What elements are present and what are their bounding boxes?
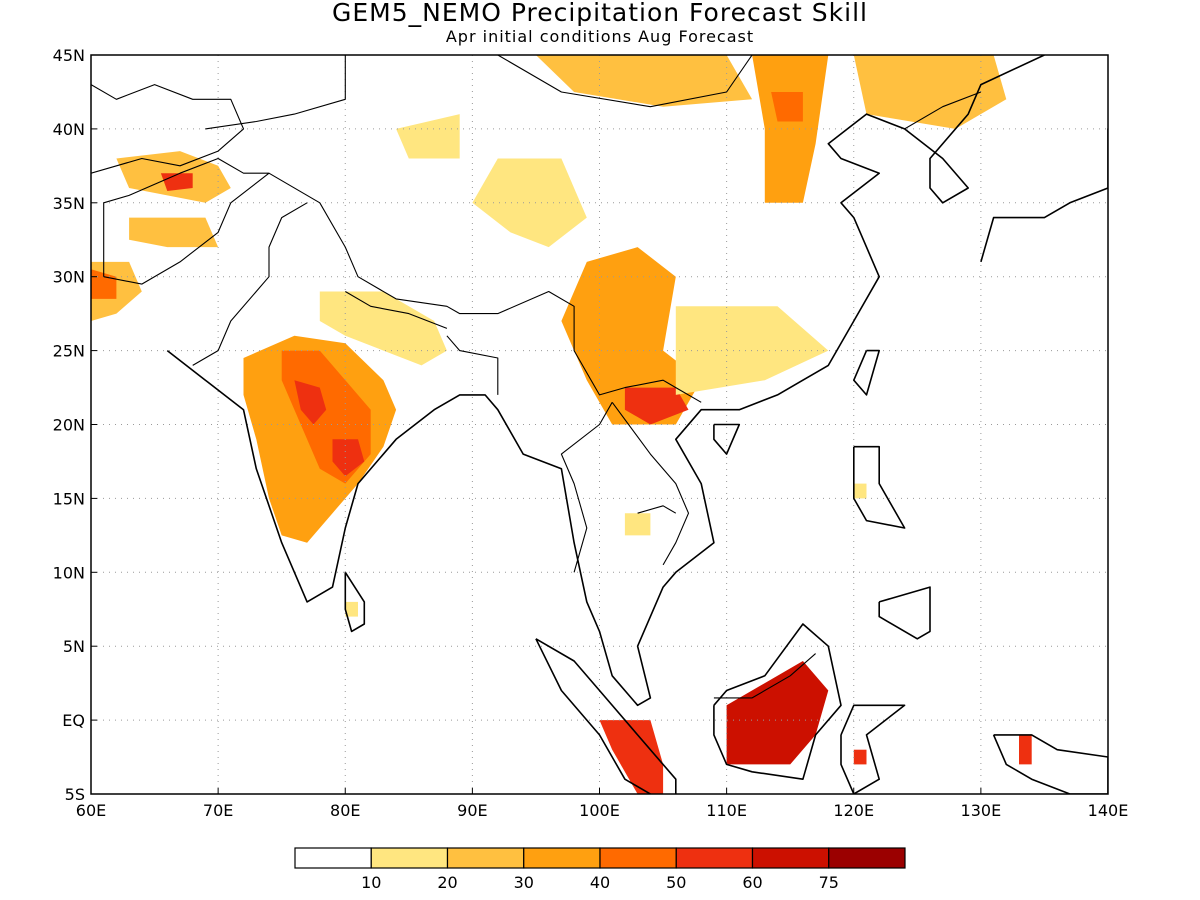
region-yunnan [561, 247, 702, 425]
colorbar-swatch [370, 847, 449, 869]
region-india-peak-2 [332, 439, 365, 477]
x-tick-label: 130E [961, 801, 1002, 820]
x-tick-label: 100E [579, 801, 620, 820]
colorbar-label: 75 [819, 873, 839, 892]
y-axis: 45N 40N 35N 30N 25N 20N 15N 10N 5N EQ 5S [53, 46, 97, 804]
chart-subtitle: Apr initial conditions Aug Forecast [445, 27, 755, 46]
x-tick-label: 110E [706, 801, 747, 820]
border-central-asia [91, 84, 245, 174]
region-india-peak [294, 380, 327, 425]
region-north-china [752, 55, 829, 203]
y-tick-label: 30N [53, 268, 85, 287]
region-mongolia [535, 55, 753, 107]
colorbar-label: 20 [437, 873, 457, 892]
region-yunnan-peak [624, 387, 689, 425]
coastline-japan [980, 127, 1108, 263]
y-tick-label: 5S [65, 785, 85, 804]
region-indochina-patch [624, 513, 651, 536]
y-tick-label: 25N [53, 342, 85, 361]
y-tick-label: 35N [53, 194, 85, 213]
coastline-borneo [713, 623, 842, 781]
coastline-sulawesi [840, 704, 906, 794]
region-tibet-patch-1 [396, 114, 460, 159]
region-borneo [726, 661, 829, 765]
colorbar-label: 50 [666, 873, 686, 892]
colorbar-swatch [675, 847, 754, 869]
border-myanmar-thai [560, 402, 613, 573]
border-pakistan-india [192, 202, 308, 366]
colorbar-swatch [523, 847, 601, 869]
y-tick-label: EQ [62, 711, 85, 730]
y-tick-label: 15N [53, 489, 85, 508]
x-tick-label: 140E [1088, 801, 1129, 820]
colorbar-label: 10 [361, 873, 381, 892]
x-tick-label: 90E [457, 801, 487, 820]
region-new-guinea-patch [1019, 734, 1032, 765]
border-thai-cambodia [637, 505, 677, 514]
x-tick-label: 80E [330, 801, 360, 820]
coastline-hainan [713, 423, 741, 455]
region-south-china [675, 306, 829, 395]
region-luzon-patch [853, 483, 867, 499]
region-india-north [319, 291, 447, 366]
x-tick-label: 120E [833, 801, 874, 820]
region-manchuria [853, 55, 1007, 129]
region-sulawesi-patch [853, 749, 867, 765]
coastline-luzon [852, 445, 906, 529]
region-sumatra [599, 720, 664, 794]
colorbar-label: 40 [590, 873, 610, 892]
y-tick-label: 40N [53, 120, 85, 139]
border-china-south [268, 172, 702, 403]
y-tick-label: 45N [53, 46, 85, 65]
border-borneo-border [713, 653, 816, 699]
border-nepal [345, 291, 448, 329]
border-bangladesh [446, 335, 499, 395]
y-tick-label: 10N [53, 563, 85, 582]
x-tick-label: 70E [203, 801, 233, 820]
coastline-india-coast [166, 55, 1045, 707]
coastline-layer [91, 55, 1108, 794]
region-srilanka [345, 601, 358, 617]
colorbar-swatch [294, 847, 372, 869]
coastline-taiwan [852, 349, 881, 396]
colorbar-swatch [446, 847, 525, 869]
x-axis: 60E 70E 80E 90E 100E 110E 120E 130E 140E [76, 788, 1129, 820]
colorbar-swatch [599, 847, 677, 869]
border-laos-vietnam [611, 401, 690, 566]
border-china-mongolia [496, 55, 755, 108]
chart-title: GEM5_NEMO Precipitation Forecast Skill [332, 0, 868, 27]
coastline-new-guinea [992, 734, 1108, 794]
skill-shading-layer [91, 55, 1032, 794]
y-tick-label: 5N [63, 637, 85, 656]
x-tick-label: 60E [76, 801, 106, 820]
border-china-korea [904, 91, 982, 130]
colorbar-label: 60 [742, 873, 762, 892]
colorbar-swatch [751, 847, 830, 869]
coastline-sumatra [535, 638, 677, 794]
region-afghan-south [129, 217, 219, 248]
border-kyrgyz [205, 55, 346, 130]
y-tick-label: 20N [53, 416, 85, 435]
colorbar-label: 30 [514, 873, 534, 892]
coastline-mindanao [878, 586, 931, 640]
region-north-china-peak [771, 92, 803, 122]
coastline-srilanka [344, 571, 366, 633]
colorbar-swatch [828, 847, 906, 869]
border-afghan-border [103, 157, 270, 285]
colorbar: 10 20 30 40 50 60 75 [294, 847, 906, 892]
